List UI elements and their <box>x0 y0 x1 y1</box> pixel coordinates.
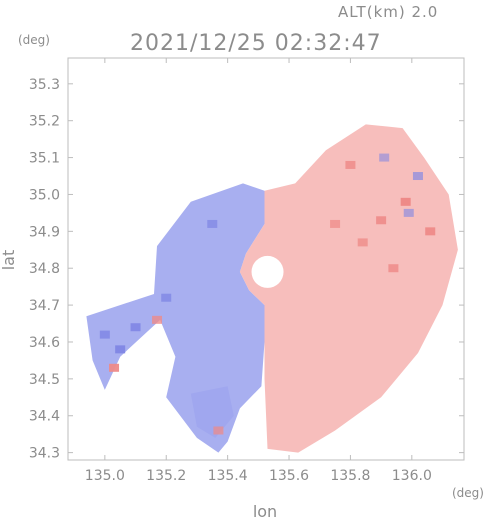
x-tick-label: 135.0 <box>85 468 125 484</box>
x-tick-label: 135.4 <box>208 468 248 484</box>
velocity-cell <box>412 172 423 181</box>
x-tick-label: 135.6 <box>269 468 309 484</box>
velocity-cell <box>400 197 411 206</box>
velocity-cell <box>376 216 387 225</box>
y-tick-label: 34.7 <box>29 298 60 314</box>
x-unit-label: (deg) <box>452 486 484 500</box>
y-tick-label: 35.1 <box>29 151 60 167</box>
x-tick-label: 135.8 <box>330 468 370 484</box>
velocity-cell <box>207 219 218 228</box>
velocity-cell <box>213 426 224 435</box>
x-axis-title: lon <box>253 502 277 521</box>
region-approaching-west <box>86 183 265 453</box>
y-tick-label: 34.9 <box>29 224 60 240</box>
velocity-cell <box>115 345 126 354</box>
plot-frame <box>67 57 465 461</box>
velocity-cell <box>330 219 341 228</box>
x-tick-label: 135.2 <box>146 468 186 484</box>
axis-ticks: 135.0 135.2 135.4 135.6 135.8 136.0 34.3 34.4 34… <box>29 58 464 484</box>
velocity-cell <box>130 323 141 332</box>
velocity-cell <box>425 227 436 236</box>
chart-title: 2021/12/25 02:32:47 <box>130 31 382 56</box>
velocity-cell <box>161 293 172 302</box>
velocity-cell <box>109 363 120 372</box>
velocity-cell <box>379 153 390 162</box>
velocity-field <box>86 124 458 453</box>
x-tick-label: 136.0 <box>392 468 432 484</box>
region-receding-east <box>239 124 458 453</box>
velocity-cell <box>403 208 414 217</box>
velocity-cell <box>357 238 368 247</box>
y-tick-label: 34.4 <box>29 409 60 425</box>
y-tick-label: 34.8 <box>29 261 60 277</box>
region-approaching-south-cluster <box>190 386 234 438</box>
y-tick-label: 34.5 <box>29 372 60 388</box>
y-axis-title: lat <box>0 250 18 271</box>
y-tick-label: 35.0 <box>29 187 60 203</box>
altitude-label: ALT(km) 2.0 <box>338 3 438 21</box>
velocity-cell <box>99 330 110 339</box>
radar-site-gap <box>251 255 284 288</box>
y-tick-label: 34.3 <box>29 446 60 462</box>
velocity-cell <box>345 160 356 169</box>
y-tick-label: 35.3 <box>29 77 60 93</box>
velocity-cell <box>152 315 163 324</box>
velocity-cell <box>388 264 399 273</box>
y-unit-label: (deg) <box>18 33 50 47</box>
y-tick-label: 34.6 <box>29 335 60 351</box>
y-tick-label: 35.2 <box>29 114 60 130</box>
